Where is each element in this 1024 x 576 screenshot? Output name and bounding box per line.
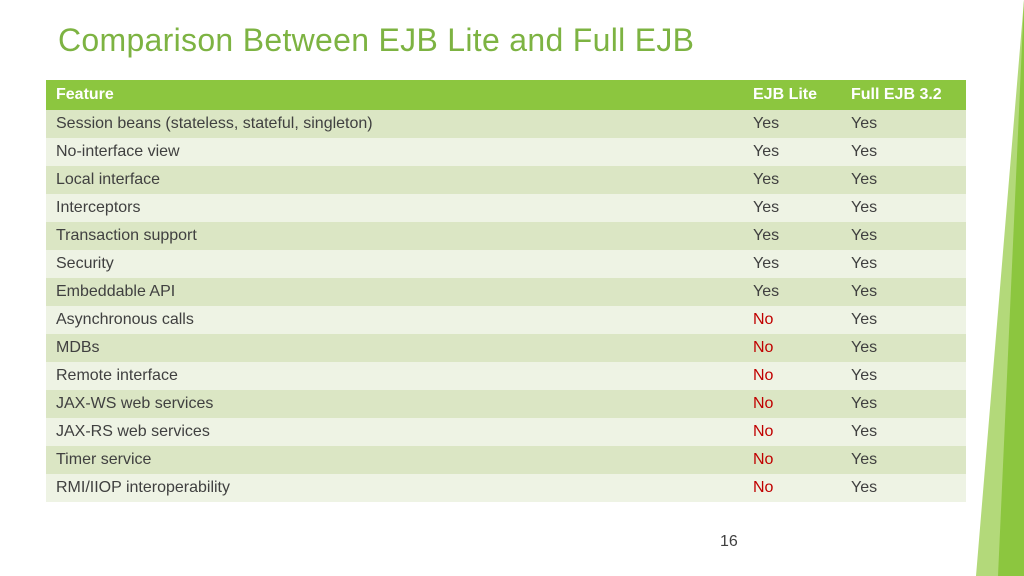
cell-full-ejb: Yes: [841, 278, 966, 306]
table-row: Asynchronous callsNoYes: [46, 306, 966, 334]
comparison-table-container: Feature EJB Lite Full EJB 3.2 Session be…: [46, 80, 966, 502]
table-row: Transaction supportYesYes: [46, 222, 966, 250]
cell-ejb-lite: No: [743, 362, 841, 390]
table-row: JAX-RS web servicesNoYes: [46, 418, 966, 446]
cell-ejb-lite: No: [743, 306, 841, 334]
table-row: Local interfaceYesYes: [46, 166, 966, 194]
cell-ejb-lite: No: [743, 418, 841, 446]
cell-ejb-lite: Yes: [743, 222, 841, 250]
table-row: JAX-WS web servicesNoYes: [46, 390, 966, 418]
table-row: Session beans (stateless, stateful, sing…: [46, 110, 966, 138]
cell-ejb-lite: No: [743, 446, 841, 474]
cell-feature: JAX-RS web services: [46, 418, 743, 446]
cell-ejb-lite: Yes: [743, 250, 841, 278]
column-header-feature: Feature: [46, 80, 743, 110]
cell-ejb-lite: Yes: [743, 166, 841, 194]
cell-feature: Session beans (stateless, stateful, sing…: [46, 110, 743, 138]
cell-feature: JAX-WS web services: [46, 390, 743, 418]
cell-ejb-lite: Yes: [743, 138, 841, 166]
cell-feature: Local interface: [46, 166, 743, 194]
cell-feature: Timer service: [46, 446, 743, 474]
cell-full-ejb: Yes: [841, 418, 966, 446]
cell-feature: Embeddable API: [46, 278, 743, 306]
cell-ejb-lite: Yes: [743, 110, 841, 138]
cell-ejb-lite: No: [743, 390, 841, 418]
cell-full-ejb: Yes: [841, 250, 966, 278]
cell-feature: Remote interface: [46, 362, 743, 390]
cell-full-ejb: Yes: [841, 110, 966, 138]
cell-feature: MDBs: [46, 334, 743, 362]
slide: Comparison Between EJB Lite and Full EJB…: [0, 0, 1024, 576]
slide-decoration: [964, 0, 1024, 576]
cell-full-ejb: Yes: [841, 362, 966, 390]
page-number: 16: [720, 533, 738, 551]
cell-feature: Transaction support: [46, 222, 743, 250]
cell-full-ejb: Yes: [841, 334, 966, 362]
cell-full-ejb: Yes: [841, 138, 966, 166]
cell-full-ejb: Yes: [841, 306, 966, 334]
table-row: MDBsNoYes: [46, 334, 966, 362]
cell-feature: No-interface view: [46, 138, 743, 166]
cell-ejb-lite: No: [743, 334, 841, 362]
table-row: Timer serviceNoYes: [46, 446, 966, 474]
table-row: No-interface viewYesYes: [46, 138, 966, 166]
cell-full-ejb: Yes: [841, 222, 966, 250]
column-header-ejb-lite: EJB Lite: [743, 80, 841, 110]
cell-feature: RMI/IIOP interoperability: [46, 474, 743, 502]
table-row: InterceptorsYesYes: [46, 194, 966, 222]
cell-full-ejb: Yes: [841, 166, 966, 194]
cell-ejb-lite: No: [743, 474, 841, 502]
table-header: Feature EJB Lite Full EJB 3.2: [46, 80, 966, 110]
table-row: SecurityYesYes: [46, 250, 966, 278]
table-row: Remote interfaceNoYes: [46, 362, 966, 390]
cell-feature: Security: [46, 250, 743, 278]
page-title: Comparison Between EJB Lite and Full EJB: [58, 22, 694, 59]
cell-full-ejb: Yes: [841, 446, 966, 474]
cell-feature: Asynchronous calls: [46, 306, 743, 334]
cell-ejb-lite: Yes: [743, 278, 841, 306]
table-row: RMI/IIOP interoperabilityNoYes: [46, 474, 966, 502]
comparison-table: Feature EJB Lite Full EJB 3.2 Session be…: [46, 80, 966, 502]
cell-full-ejb: Yes: [841, 194, 966, 222]
table-row: Embeddable APIYesYes: [46, 278, 966, 306]
cell-full-ejb: Yes: [841, 474, 966, 502]
cell-full-ejb: Yes: [841, 390, 966, 418]
column-header-full-ejb: Full EJB 3.2: [841, 80, 966, 110]
cell-feature: Interceptors: [46, 194, 743, 222]
table-body: Session beans (stateless, stateful, sing…: [46, 110, 966, 502]
cell-ejb-lite: Yes: [743, 194, 841, 222]
